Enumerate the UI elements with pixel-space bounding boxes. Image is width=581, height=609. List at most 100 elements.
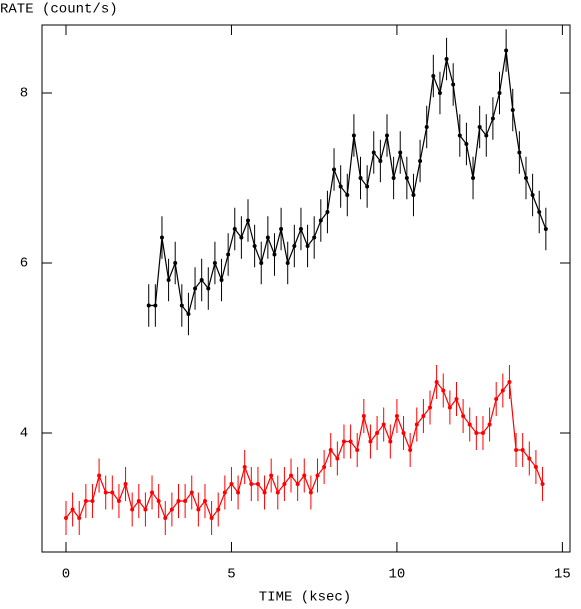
point <box>289 473 294 478</box>
point <box>239 235 244 240</box>
point <box>246 218 251 223</box>
point <box>322 465 327 469</box>
point <box>345 193 350 197</box>
point <box>540 482 545 486</box>
point <box>398 150 403 155</box>
point <box>189 490 194 495</box>
point <box>153 303 158 308</box>
point <box>272 252 277 257</box>
point <box>186 312 191 316</box>
point <box>504 48 509 53</box>
point <box>252 244 257 248</box>
point <box>259 261 264 265</box>
point <box>457 133 462 138</box>
point <box>226 252 231 257</box>
point <box>401 431 406 435</box>
point <box>378 159 383 163</box>
point <box>279 227 284 231</box>
point <box>312 235 317 240</box>
point <box>206 286 211 291</box>
point <box>232 227 237 231</box>
point <box>335 456 340 461</box>
point <box>355 448 360 452</box>
point <box>371 150 376 155</box>
point <box>183 499 188 503</box>
point <box>424 125 429 129</box>
point <box>110 490 115 495</box>
frame <box>41 24 571 553</box>
point <box>196 507 201 512</box>
point <box>295 482 300 486</box>
point <box>341 439 346 444</box>
point <box>434 380 439 384</box>
point <box>262 490 267 495</box>
x-tick-label: 10 <box>389 567 406 583</box>
point <box>530 193 535 197</box>
point <box>414 422 419 427</box>
point <box>156 499 161 503</box>
point <box>428 405 433 410</box>
point <box>123 482 128 486</box>
point <box>404 176 409 180</box>
point <box>375 431 380 435</box>
point <box>537 210 542 214</box>
point <box>255 482 260 486</box>
point <box>179 303 184 308</box>
x-tick-label: 15 <box>554 567 571 583</box>
point <box>193 286 198 291</box>
point <box>391 176 396 180</box>
point <box>543 227 548 231</box>
point <box>229 482 234 486</box>
point <box>517 150 522 155</box>
point <box>305 244 310 248</box>
point <box>441 388 446 393</box>
point <box>116 499 121 503</box>
point <box>348 439 353 444</box>
point <box>269 473 274 478</box>
point <box>216 507 221 512</box>
point <box>444 57 449 61</box>
x-tick-label: 0 <box>62 567 70 583</box>
y-tick-label: 8 <box>20 86 28 102</box>
point <box>163 516 168 520</box>
point <box>474 431 479 435</box>
point <box>514 448 519 452</box>
series-line <box>65 380 544 520</box>
point <box>533 465 538 469</box>
point <box>97 473 102 478</box>
point <box>437 91 442 95</box>
point <box>298 227 303 231</box>
point <box>351 133 356 138</box>
point <box>431 74 436 78</box>
point <box>447 405 452 410</box>
point <box>487 422 492 427</box>
point <box>454 397 459 401</box>
point <box>159 235 164 240</box>
point <box>338 184 343 189</box>
point <box>527 456 532 461</box>
point <box>520 448 525 452</box>
point <box>150 490 155 495</box>
point <box>302 473 307 478</box>
point <box>332 167 337 172</box>
point <box>292 244 297 248</box>
point <box>418 159 423 163</box>
point <box>236 490 241 495</box>
point <box>361 414 366 418</box>
point <box>411 193 416 197</box>
point <box>199 278 204 282</box>
point <box>202 499 207 503</box>
point <box>83 499 88 503</box>
point <box>494 397 499 401</box>
point <box>484 133 489 138</box>
point <box>90 499 95 503</box>
point <box>318 218 323 223</box>
point <box>408 448 413 452</box>
x-axis-label: TIME (ksec) <box>259 590 351 604</box>
point <box>467 422 472 427</box>
point <box>497 91 502 95</box>
point <box>63 516 68 520</box>
point <box>480 431 485 435</box>
point <box>358 176 363 180</box>
